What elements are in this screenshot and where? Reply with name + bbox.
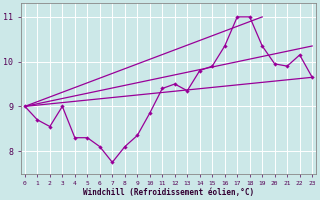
X-axis label: Windchill (Refroidissement éolien,°C): Windchill (Refroidissement éolien,°C)	[83, 188, 254, 197]
